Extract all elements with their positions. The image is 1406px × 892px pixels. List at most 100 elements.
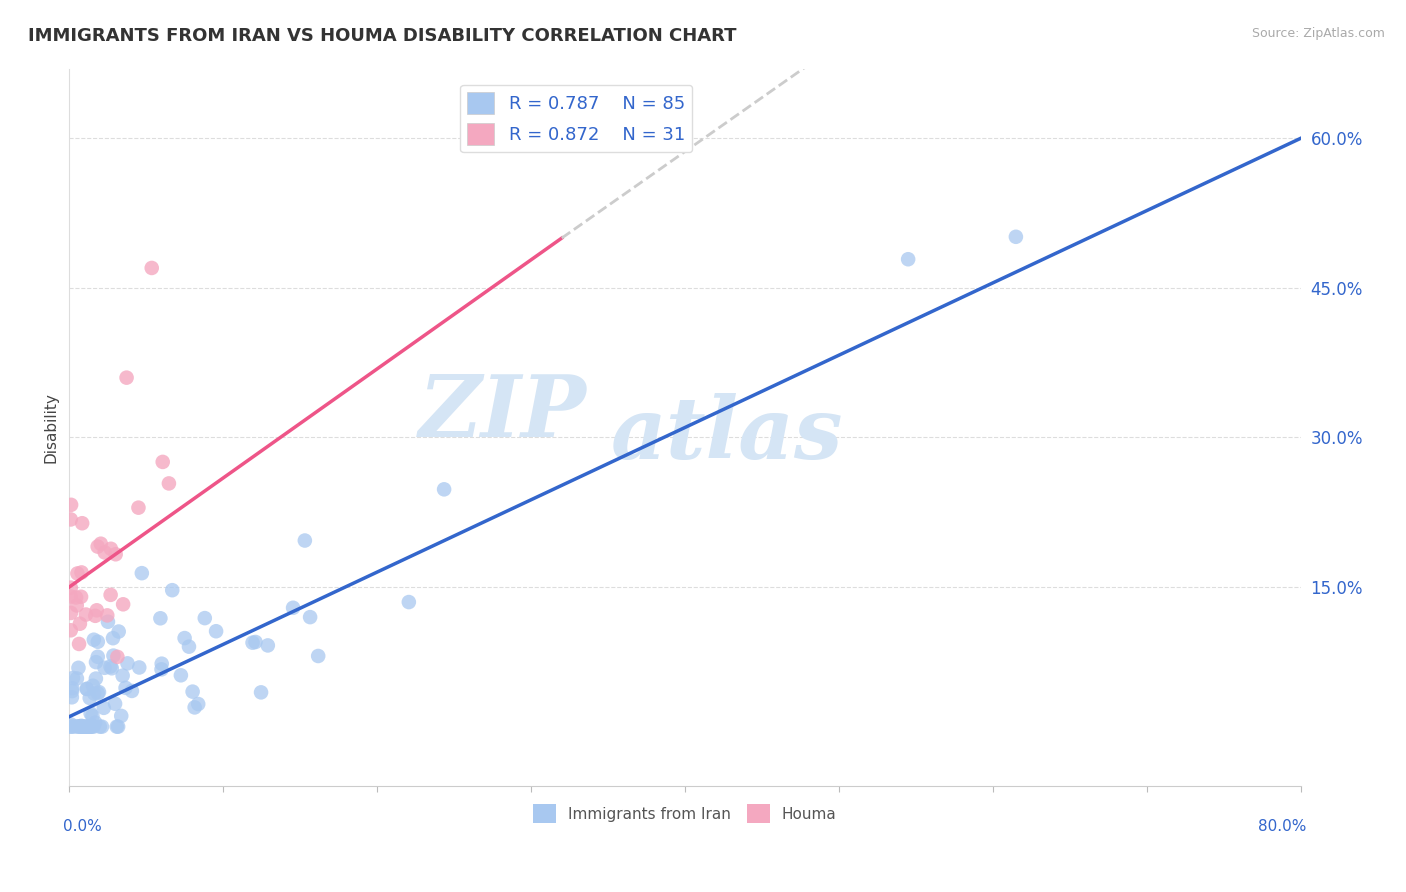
Point xyxy=(70,720,93,734)
Point xyxy=(86,603,108,617)
Point xyxy=(93,661,115,675)
Point xyxy=(70,566,93,580)
Point xyxy=(59,717,82,731)
Text: IMMIGRANTS FROM IRAN VS HOUMA DISABILITY CORRELATION CHART: IMMIGRANTS FROM IRAN VS HOUMA DISABILITY… xyxy=(28,27,737,45)
Point xyxy=(114,681,136,695)
Point xyxy=(60,681,83,696)
Point xyxy=(433,483,456,497)
Point xyxy=(177,640,200,654)
Point xyxy=(59,720,82,734)
Text: ZIP: ZIP xyxy=(419,371,586,455)
Point xyxy=(100,659,122,673)
Point xyxy=(121,684,143,698)
Point xyxy=(60,690,83,705)
Point xyxy=(60,684,83,698)
Point xyxy=(104,547,127,561)
Point xyxy=(70,516,93,531)
Point xyxy=(117,657,139,671)
Point xyxy=(60,498,83,512)
Point xyxy=(67,661,90,675)
Point xyxy=(73,720,96,734)
Point xyxy=(66,672,89,686)
Point xyxy=(84,655,107,669)
Point xyxy=(66,599,89,613)
Point xyxy=(75,720,97,734)
Point xyxy=(107,649,129,664)
Point xyxy=(93,545,115,559)
Point xyxy=(63,720,86,734)
Point xyxy=(67,637,90,651)
Point xyxy=(1005,229,1028,244)
Point xyxy=(84,715,107,730)
Point xyxy=(87,685,110,699)
Point xyxy=(105,720,128,734)
Point xyxy=(82,719,104,733)
Point xyxy=(111,668,134,682)
Point xyxy=(160,583,183,598)
Point xyxy=(83,687,105,701)
Point xyxy=(59,581,82,595)
Point xyxy=(79,706,101,721)
Point xyxy=(59,512,82,526)
Point xyxy=(70,719,93,733)
Legend: Immigrants from Iran, Houma: Immigrants from Iran, Houma xyxy=(527,798,842,829)
Point xyxy=(86,686,108,700)
Point xyxy=(256,639,278,653)
Point xyxy=(69,720,91,734)
Point xyxy=(59,590,82,604)
Point xyxy=(87,649,110,664)
Point xyxy=(91,720,114,734)
Point xyxy=(79,720,101,734)
Point xyxy=(72,720,94,734)
Point xyxy=(194,611,217,625)
Point xyxy=(299,610,322,624)
Point xyxy=(75,607,97,622)
Point xyxy=(84,608,107,623)
Point xyxy=(90,537,112,551)
Point xyxy=(104,697,127,711)
Point xyxy=(101,631,124,645)
Point xyxy=(242,635,264,649)
Point xyxy=(69,616,91,631)
Point xyxy=(250,685,273,699)
Point xyxy=(157,476,180,491)
Point xyxy=(131,566,153,581)
Point xyxy=(141,260,163,275)
Point xyxy=(115,370,138,384)
Point xyxy=(150,657,173,671)
Point xyxy=(173,631,195,645)
Point xyxy=(101,661,124,675)
Point xyxy=(183,700,205,714)
Point xyxy=(83,720,105,734)
Point xyxy=(897,252,920,267)
Point xyxy=(80,720,103,734)
Text: 0.0%: 0.0% xyxy=(63,819,101,834)
Point xyxy=(187,697,209,711)
Point xyxy=(112,597,135,611)
Point xyxy=(294,533,316,548)
Point xyxy=(79,690,101,705)
Point xyxy=(76,720,98,734)
Point xyxy=(107,720,129,734)
Point xyxy=(70,590,93,604)
Point xyxy=(110,709,132,723)
Text: Source: ZipAtlas.com: Source: ZipAtlas.com xyxy=(1251,27,1385,40)
Point xyxy=(60,720,83,734)
Point xyxy=(150,662,173,676)
Text: atlas: atlas xyxy=(612,393,844,476)
Point xyxy=(89,720,111,734)
Point xyxy=(96,608,118,623)
Point xyxy=(307,648,329,663)
Point xyxy=(67,720,90,734)
Point xyxy=(245,635,267,649)
Point xyxy=(97,615,120,629)
Point xyxy=(84,672,107,686)
Point xyxy=(82,679,104,693)
Point xyxy=(87,634,110,648)
Point xyxy=(107,624,129,639)
Point xyxy=(181,684,204,698)
Point xyxy=(76,720,98,734)
Point xyxy=(76,681,98,696)
Point xyxy=(67,719,90,733)
Point xyxy=(59,606,82,620)
